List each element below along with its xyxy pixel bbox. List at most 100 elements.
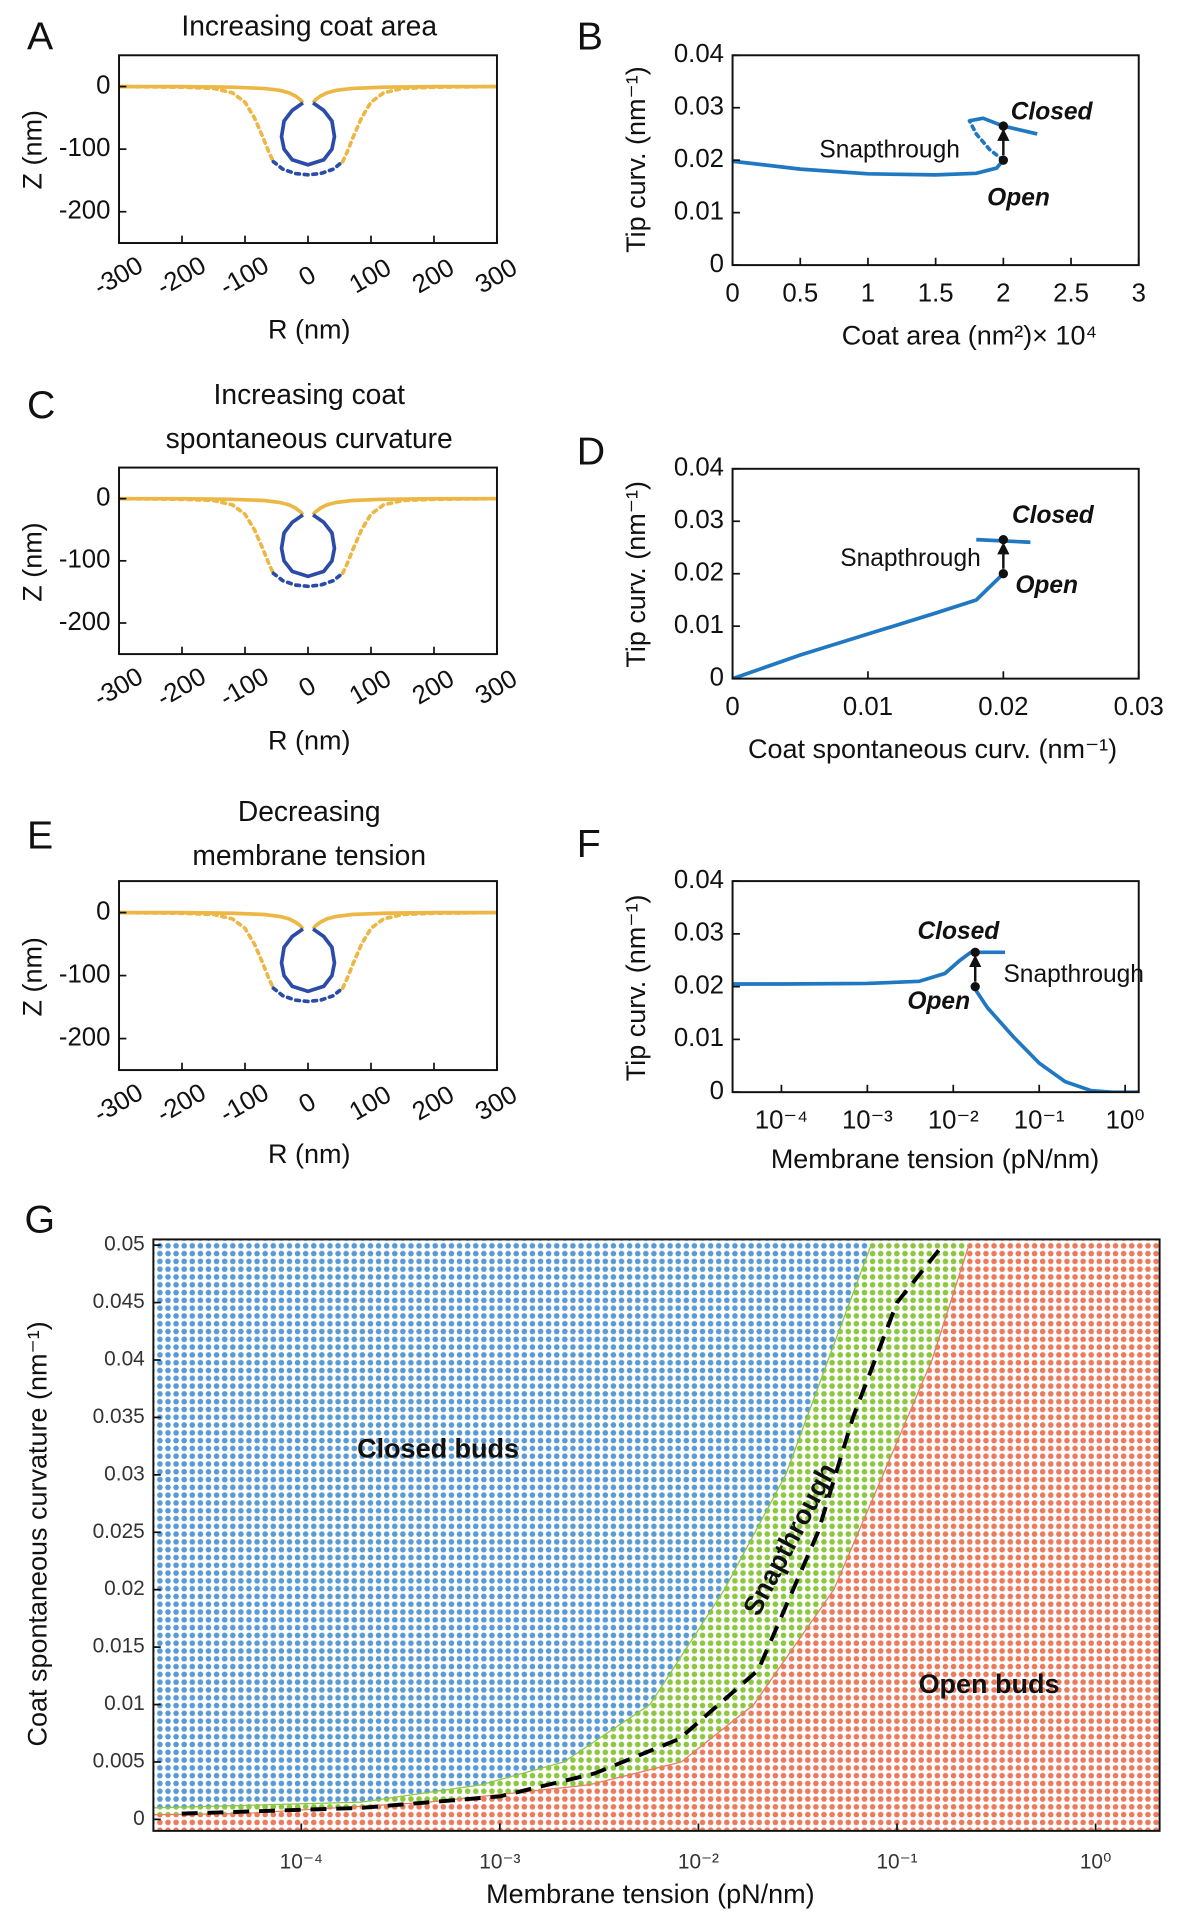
x-tick-label: 1.5 [918, 279, 954, 307]
state-marker [998, 121, 1009, 131]
y-tick-label: -200 [59, 608, 111, 636]
y-tick-label: 0.005 [93, 1749, 145, 1772]
plot-area [119, 910, 497, 1004]
state-marker [998, 534, 1009, 545]
x-tick-label: 10⁻³ [479, 1850, 520, 1873]
series-line [271, 159, 345, 177]
region-boundary [153, 1244, 970, 1816]
state-marker [970, 947, 980, 957]
y-tick-label: 0.04 [674, 866, 724, 894]
series-line [279, 927, 337, 994]
panel: Closed Snapthrough Open 0 0.01 0.02 0.03 0 0.01 0… [577, 429, 1164, 764]
series-line [271, 571, 345, 589]
y-tick-label: -100 [59, 546, 111, 574]
y-tick-label: 0.03 [674, 506, 724, 534]
annotation: Closed [1011, 98, 1094, 125]
series-line [279, 513, 337, 579]
y-tick-label: 0.03 [674, 919, 724, 947]
y-tick-label: 0.03 [674, 93, 724, 121]
state-marker [970, 981, 980, 992]
region-boundary [153, 1244, 872, 1809]
panel: Closed Snapthrough Open 0 0.5 1 1.5 2 2.5 3 0 0.01 0… [577, 15, 1146, 351]
y-tick-label: 0.035 [93, 1405, 145, 1428]
y-tick-label: 0.02 [104, 1577, 145, 1600]
y-axis-label: Tip curv. (nm⁻¹) [621, 66, 651, 253]
panel-letter: C [27, 383, 55, 427]
panel-letter: G [25, 1198, 56, 1242]
y-tick-label: -100 [59, 134, 111, 162]
y-tick-label: -100 [59, 960, 111, 988]
annotation: Snapthrough [840, 545, 981, 572]
y-tick-label: 0 [96, 483, 110, 511]
x-tick-label: 2.5 [1053, 279, 1089, 307]
y-tick-label: 0.02 [674, 559, 724, 587]
y-tick-label: -200 [59, 1023, 111, 1051]
series-line [732, 572, 1005, 679]
y-tick-label: 0.04 [674, 40, 724, 68]
series-line [732, 158, 1005, 177]
panel-letter: D [577, 429, 605, 473]
x-axis-label: Membrane tension (pN/nm) [486, 1879, 814, 1909]
annotation: Snapthrough [819, 136, 960, 163]
y-tick-label: 0.025 [93, 1520, 145, 1543]
y-tick-label: 0 [710, 250, 724, 278]
y-axis-label: Tip curv. (nm⁻¹) [621, 895, 651, 1082]
x-tick-label: 10⁻² [928, 1106, 979, 1134]
y-tick-label: 0 [710, 1077, 724, 1105]
series-line [119, 496, 497, 576]
x-axis-label: Membrane tension (pN/nm) [771, 1144, 1099, 1174]
x-axis-label: R (nm) [268, 314, 350, 344]
y-tick-label: -200 [59, 197, 111, 225]
x-tick-label: 2 [996, 279, 1010, 307]
x-tick-label: 10⁻⁴ [280, 1850, 323, 1873]
y-tick-label: 0.045 [93, 1290, 145, 1313]
plot-area [119, 496, 497, 589]
x-tick-label: 10⁰ [1080, 1850, 1112, 1873]
annotation: Closed [917, 918, 1000, 945]
series-line [967, 119, 1006, 163]
x-tick-label: 10⁻¹ [876, 1850, 917, 1873]
region [153, 1239, 969, 1815]
y-tick-label: 0 [133, 1807, 145, 1830]
series-line [279, 101, 337, 167]
y-tick-label: 0.04 [674, 454, 724, 482]
y-axis-label: Z (nm) [17, 937, 47, 1016]
x-tick-label: 10⁻⁴ [755, 1106, 808, 1134]
chart-title: Increasing coat [214, 378, 406, 410]
y-tick-label: 0 [96, 71, 110, 99]
x-tick-label: 1 [861, 279, 875, 307]
panel-letter: A [27, 15, 54, 59]
x-tick-label: 10⁻¹ [1014, 1106, 1065, 1134]
y-tick-label: 0.02 [674, 971, 724, 999]
panel-letter: E [27, 814, 53, 858]
y-tick-label: 0.04 [104, 1348, 145, 1371]
region-label: Open buds [919, 1669, 1060, 1699]
plot-area [119, 84, 497, 177]
x-tick-label: 10⁰ [1106, 1106, 1145, 1134]
y-tick-label: 0.015 [93, 1635, 145, 1658]
x-tick-label: 0.02 [978, 693, 1028, 721]
y-tick-label: 0.01 [674, 611, 724, 639]
x-tick-label: 3 [1132, 279, 1146, 307]
region [153, 1239, 872, 1808]
series-line [119, 84, 497, 164]
y-tick-label: 0.01 [674, 1024, 724, 1052]
x-axis-label: R (nm) [268, 1139, 350, 1169]
x-axis-label: R (nm) [268, 726, 350, 756]
chart-title: spontaneous curvature [166, 422, 453, 454]
x-axis-label: Coat spontaneous curv. (nm⁻¹) [748, 734, 1117, 764]
x-tick-label: 0.03 [1114, 693, 1164, 721]
x-axis-label: Coat area (nm²)× 10⁴ [842, 321, 1097, 351]
y-tick-label: 0 [710, 663, 724, 691]
x-tick-label: 0.01 [843, 693, 893, 721]
annotation: Open [907, 988, 970, 1015]
plot-area [732, 116, 1038, 177]
chart-title: Increasing coat area [181, 10, 437, 42]
y-axis-label: Coat spontaneous curvature (nm⁻¹) [22, 1321, 52, 1746]
annotation: Open [987, 184, 1050, 211]
x-tick-label: 0 [725, 279, 739, 307]
